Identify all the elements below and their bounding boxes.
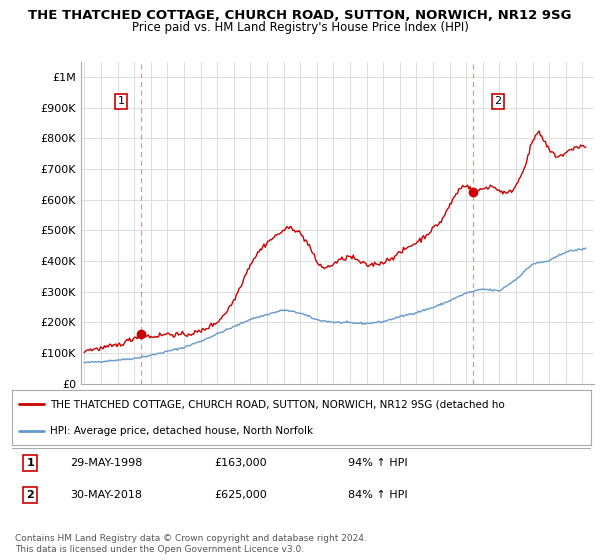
Text: 94% ↑ HPI: 94% ↑ HPI [348, 458, 407, 468]
Text: HPI: Average price, detached house, North Norfolk: HPI: Average price, detached house, Nort… [50, 427, 313, 436]
Text: Contains HM Land Registry data © Crown copyright and database right 2024.: Contains HM Land Registry data © Crown c… [15, 534, 367, 543]
Text: £163,000: £163,000 [215, 458, 267, 468]
Text: THE THATCHED COTTAGE, CHURCH ROAD, SUTTON, NORWICH, NR12 9SG (detached ho: THE THATCHED COTTAGE, CHURCH ROAD, SUTTO… [50, 399, 505, 409]
Text: Price paid vs. HM Land Registry's House Price Index (HPI): Price paid vs. HM Land Registry's House … [131, 21, 469, 35]
Text: £625,000: £625,000 [215, 490, 268, 500]
Text: 84% ↑ HPI: 84% ↑ HPI [348, 490, 407, 500]
Text: THE THATCHED COTTAGE, CHURCH ROAD, SUTTON, NORWICH, NR12 9SG: THE THATCHED COTTAGE, CHURCH ROAD, SUTTO… [28, 9, 572, 22]
Text: 1: 1 [26, 458, 34, 468]
Text: This data is licensed under the Open Government Licence v3.0.: This data is licensed under the Open Gov… [15, 545, 304, 554]
Text: 29-MAY-1998: 29-MAY-1998 [70, 458, 142, 468]
Text: 2: 2 [26, 490, 34, 500]
Text: 30-MAY-2018: 30-MAY-2018 [70, 490, 142, 500]
Text: 2: 2 [494, 96, 502, 106]
Text: 1: 1 [118, 96, 125, 106]
